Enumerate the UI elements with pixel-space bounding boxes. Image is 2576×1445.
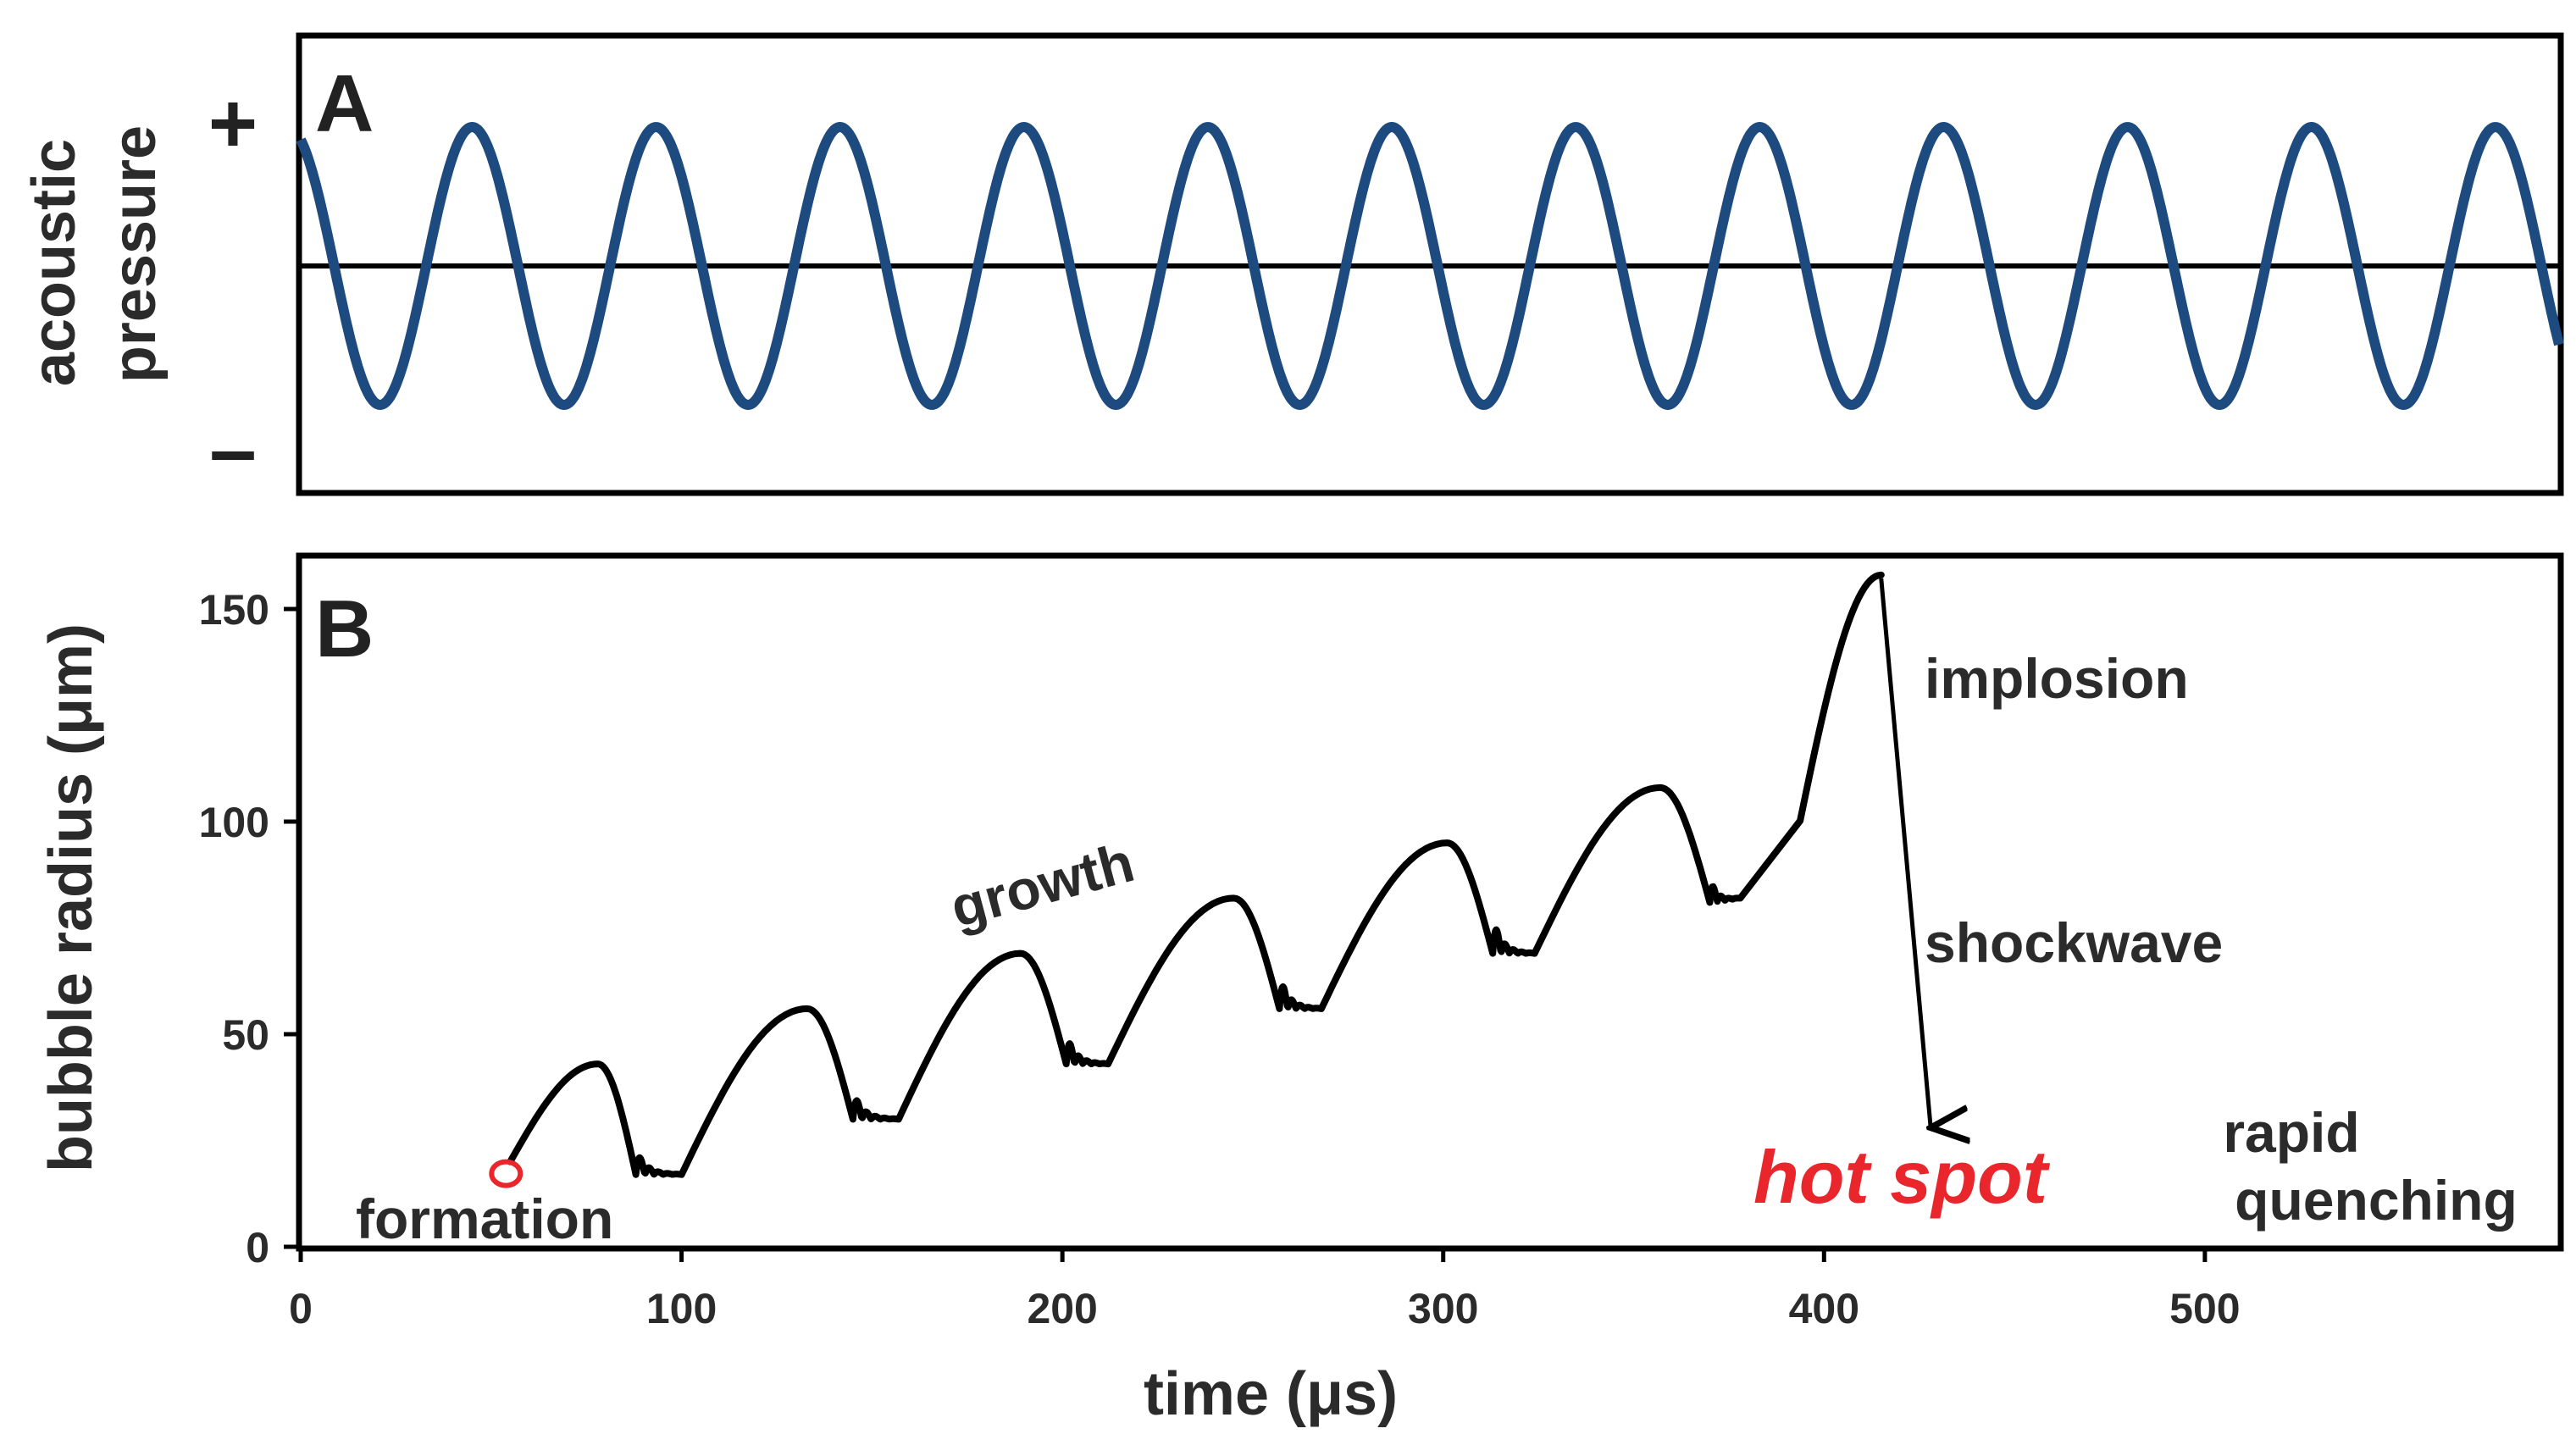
panel-b-ticks: 0 100 200 300 400 500 0 50 100 150 [199,586,2241,1332]
x-axis-title: time (μs) [1144,1360,1398,1428]
pressure-axis-title: acoustic pressure [20,122,169,386]
pressure-wave [296,122,2564,410]
pressure-axis-title-line1: acoustic [20,139,88,386]
panel-b: B 0 100 200 300 400 500 0 50 100 150 time (μs) bu… [37,552,2564,1428]
x-tick-label: 400 [1789,1285,1859,1332]
y-tick-label: 50 [222,1011,269,1059]
pressure-axis-title-line2: pressure [101,125,169,383]
y-tick-label: 0 [246,1224,269,1271]
x-tick-label: 200 [1027,1285,1097,1332]
bubble-radius-curve [507,571,1885,1178]
x-tick-label: 300 [1408,1285,1478,1332]
annotation-growth: growth [944,830,1140,938]
x-tick-label: 0 [289,1285,313,1332]
panel-a-letter: A [315,58,374,149]
panel-b-letter: B [315,584,374,674]
y-tick-label: 150 [199,586,269,634]
collapse-arrow [1879,578,1931,1128]
annotation-hot-spot: hot spot [1753,1135,2051,1219]
annotation-shockwave: shockwave [1925,911,2223,974]
annotation-quenching: quenching [2235,1169,2518,1232]
annotation-rapid: rapid [2223,1101,2359,1164]
formation-marker [489,1159,524,1188]
annotation-implosion: implosion [1925,647,2189,710]
pressure-minus-sign: – [209,402,257,497]
x-tick-label: 500 [2169,1285,2240,1332]
pressure-plus-sign: + [208,76,258,171]
y-tick-label: 100 [199,799,269,846]
x-tick-label: 100 [646,1285,717,1332]
panel-a: A + – acoustic pressure [20,32,2564,497]
annotation-formation: formation [356,1188,613,1250]
panel-b-frame [296,552,2564,1252]
y-axis-title: bubble radius (μm) [37,623,105,1172]
